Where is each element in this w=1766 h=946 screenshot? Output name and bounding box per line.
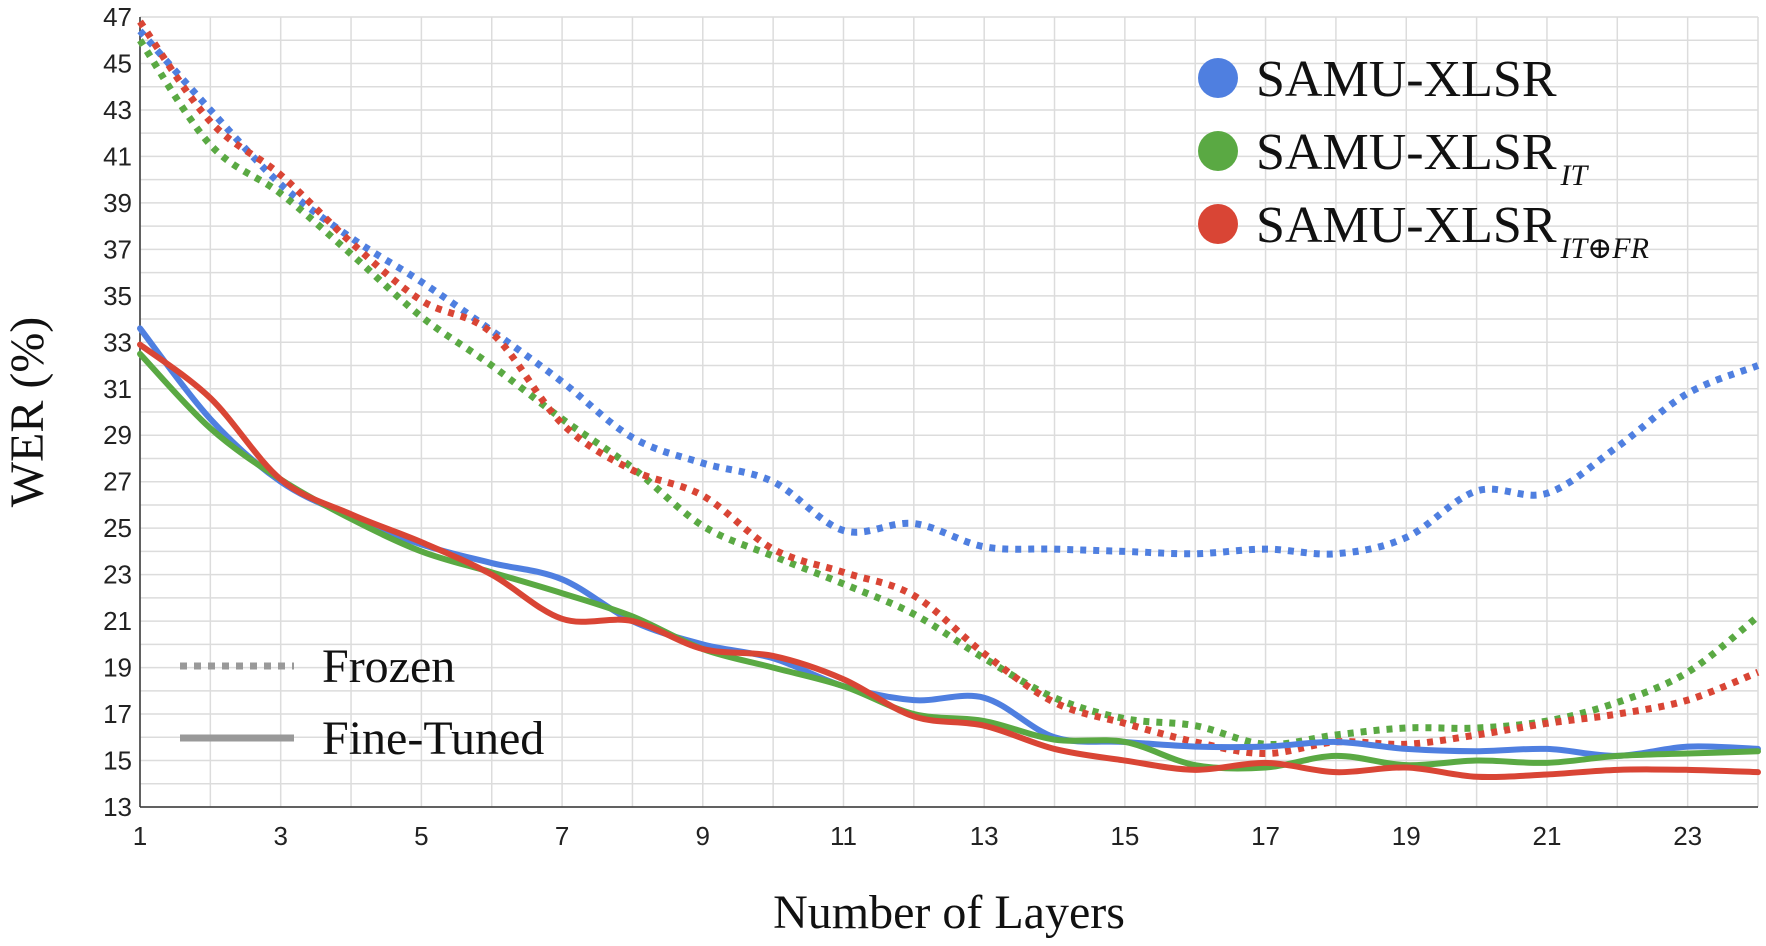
x-tick-label: 3 [273,821,287,851]
x-tick-label: 15 [1110,821,1139,851]
x-tick-label: 17 [1251,821,1280,851]
legend-label: SAMU-XLSR [1256,51,1557,108]
x-tick-label: 19 [1392,821,1421,851]
x-tick-label: 9 [696,821,710,851]
y-tick-label: 47 [103,2,132,32]
y-tick-label: 37 [103,234,132,264]
legend-marker [1198,131,1238,171]
series-lines [137,19,1761,781]
y-tick-label: 41 [103,141,132,171]
y-tick-label: 17 [103,699,132,729]
series-line-samu-xlsr-it-fine-tuned [137,350,1761,772]
legend-label: SAMU-XLSR IT [1256,124,1589,192]
y-tick-label: 25 [103,513,132,543]
legend-label-subscript: IT [1560,159,1590,192]
style-legend-label: Fine-Tuned [322,712,544,765]
y-tick-label: 15 [103,746,132,776]
y-tick-label: 31 [103,374,132,404]
y-tick-label: 27 [103,467,132,497]
y-tick-label: 43 [103,95,132,125]
y-tick-label: 29 [103,420,132,450]
x-tick-label: 23 [1673,821,1702,851]
y-tick-label: 23 [103,560,132,590]
legend-marker [1198,58,1238,98]
legend-marker [1198,204,1238,244]
legend-label-subscript: IT⊕FR [1560,232,1649,265]
y-tick-label: 19 [103,653,132,683]
y-tick-label: 33 [103,327,132,357]
style-legend-label: Frozen [322,640,455,693]
y-tick-label: 45 [103,48,132,78]
y-tick-label: 13 [103,792,132,822]
y-tick-label: 21 [103,606,132,636]
y-tick-label: 39 [103,188,132,218]
y-axis-title: WER (%) [1,317,54,508]
x-tick-label: 7 [555,821,569,851]
series-line-samu-xlsr-it-fr-frozen [137,19,1760,758]
series-line-samu-xlsr-frozen [137,28,1760,558]
series-line-samu-xlsr-fine-tuned [137,325,1761,759]
x-tick-label: 5 [414,821,428,851]
series-line-samu-xlsr-it-fr-fine-tuned [137,341,1761,781]
x-tick-label: 1 [133,821,147,851]
x-axis-title: Number of Layers [773,886,1125,939]
x-tick-label: 11 [830,821,857,851]
line-style-legend: Frozen Fine-Tuned [180,640,544,765]
legend-label: SAMU-XLSR IT⊕FR [1256,197,1649,265]
x-tick-label: 21 [1532,821,1561,851]
series-line-samu-xlsr-it-frozen [137,38,1761,748]
x-tick-label: 13 [970,821,999,851]
y-tick-label: 35 [103,281,132,311]
